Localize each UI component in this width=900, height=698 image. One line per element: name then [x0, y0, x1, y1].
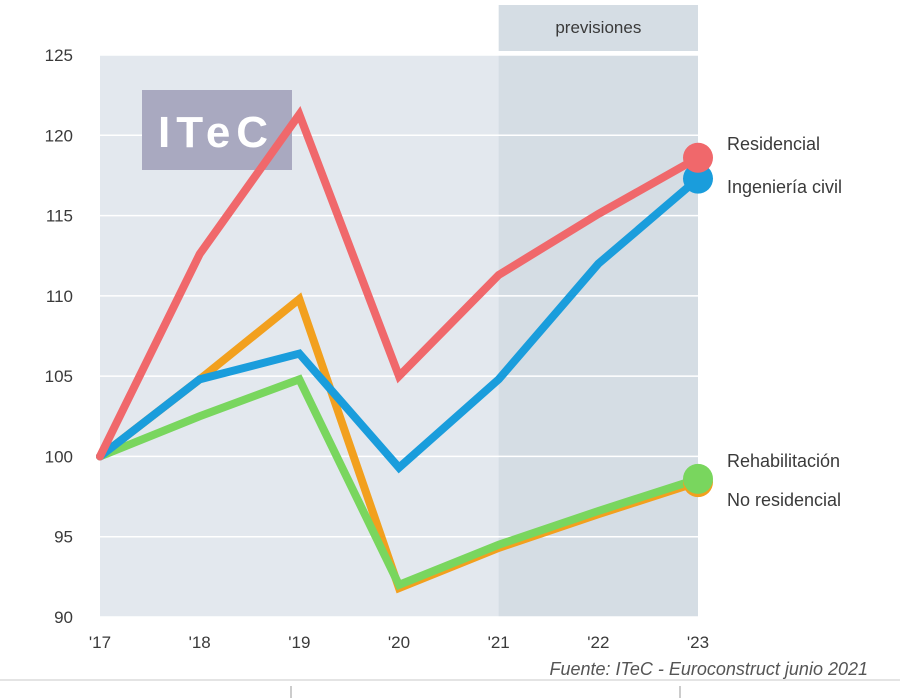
- series-endpoint: [683, 142, 713, 173]
- logo-text: ITeC: [158, 108, 274, 157]
- y-tick-label: 120: [45, 126, 73, 145]
- series-endpoint: [683, 463, 713, 494]
- series-line-residencial: [96, 106, 702, 461]
- legend-label: Residencial: [727, 134, 820, 154]
- legend-label: No residencial: [727, 490, 841, 510]
- legend-label: Ingeniería civil: [727, 177, 842, 197]
- series-line-rehabilitación: [96, 374, 702, 590]
- x-tick-label: '23: [687, 633, 709, 652]
- source-note: Fuente: ITeC - Euroconstruct junio 2021: [549, 659, 868, 679]
- y-tick-label: 100: [45, 447, 73, 466]
- x-tick-label: '22: [587, 633, 609, 652]
- x-tick-label: '21: [488, 633, 510, 652]
- x-tick-label: '19: [288, 633, 310, 652]
- y-tick-label: 115: [46, 207, 73, 226]
- y-tick-label: 105: [45, 367, 73, 386]
- y-tick-label: 110: [46, 287, 73, 306]
- x-tick-label: '17: [89, 633, 111, 652]
- x-tick-label: '20: [388, 633, 410, 652]
- series-lines: [96, 106, 713, 594]
- x-tick-label: '18: [189, 633, 211, 652]
- itec-logo: ITeC: [142, 90, 292, 170]
- forecast-band-header: [498, 5, 698, 51]
- x-axis: '17 '18 '19 '20 '21 '22 '23: [89, 633, 709, 652]
- y-tick-label: 125: [45, 46, 73, 65]
- y-tick-label: 90: [54, 608, 73, 627]
- y-axis: 90 95 100 105 110 115 120 125: [45, 46, 73, 627]
- legend-label: Rehabilitación: [727, 451, 840, 471]
- series-line-ingeniería-civil: [96, 174, 702, 474]
- legend: Residencial Ingeniería civil Rehabilitació…: [727, 134, 842, 510]
- y-tick-label: 95: [54, 528, 73, 547]
- series-endpoint: [683, 163, 713, 194]
- forecast-band-label: previsiones: [555, 18, 641, 37]
